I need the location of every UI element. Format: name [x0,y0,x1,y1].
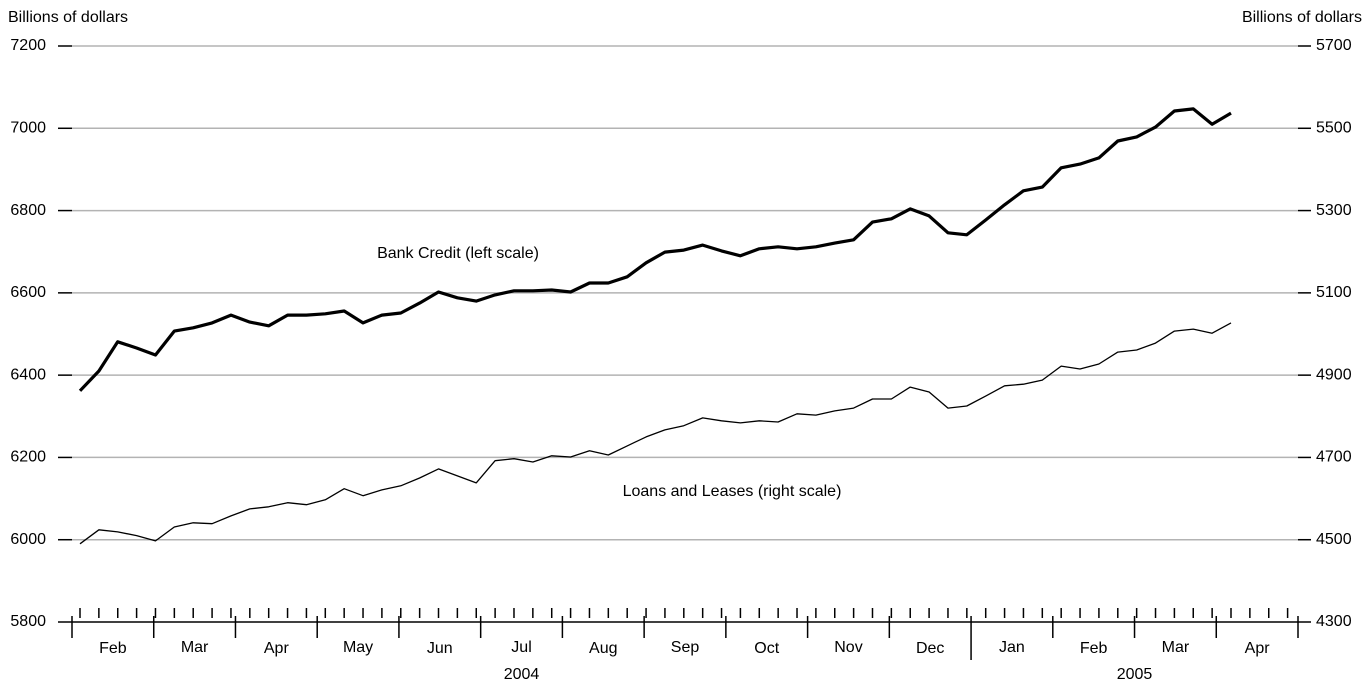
y-tick-label: 7000 [10,120,46,137]
x-tick-label: Feb [1080,640,1108,657]
y2-tick-label: 5100 [1316,284,1352,301]
y2-tick-label: 4900 [1316,366,1352,383]
x-tick-label: Sep [671,639,700,656]
y-tick-label: 6400 [10,366,46,383]
y-tick-label: 6000 [10,531,46,548]
x-tick-label: Apr [264,640,290,657]
y2-tick-label: 5300 [1316,202,1352,219]
x-tick-label: Apr [1245,640,1271,657]
series-line [78,107,1232,392]
x-tick-label: Jun [427,640,453,657]
y2-tick-label: 5500 [1316,120,1352,137]
y-tick-label: 5800 [10,613,46,630]
x-tick-label: Oct [754,640,779,657]
y-axis-label: Billions of dollars [8,9,128,26]
y2-tick-label: 4300 [1316,613,1352,630]
y-tick-label: 7200 [10,37,46,54]
series-label: Loans and Leases (right scale) [623,483,842,500]
x-tick-label: Mar [181,639,209,656]
y2-tick-label: 5700 [1316,37,1352,54]
x-tick-label: Feb [99,640,127,657]
y-tick-label: 6800 [10,202,46,219]
series-line [79,322,1232,545]
y-tick-label: 6200 [10,449,46,466]
x-tick-label: Mar [1162,639,1190,656]
x-tick-label: May [343,639,373,656]
y2-tick-label: 4500 [1316,531,1352,548]
y-tick-label: 6600 [10,284,46,301]
y2-axis-label: Billions of dollars [1242,9,1362,26]
x-tick-label: Dec [916,640,944,657]
x-tick-label: Jul [511,639,531,656]
y2-tick-label: 4700 [1316,449,1352,466]
x-year-label: 2004 [504,666,540,683]
series-label: Bank Credit (left scale) [377,245,539,262]
x-tick-label: Aug [589,640,617,657]
x-year-label: 2005 [1117,666,1153,683]
x-tick-label: Nov [834,639,862,656]
x-tick-label: Jan [999,639,1025,656]
